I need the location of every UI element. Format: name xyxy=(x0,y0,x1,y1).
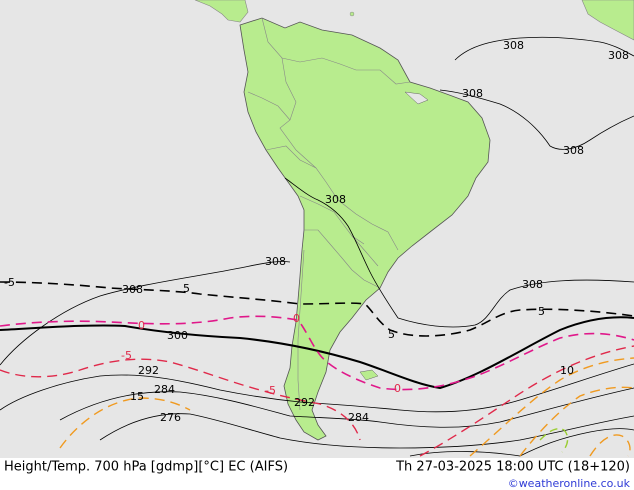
label-300: 300 xyxy=(167,329,188,342)
label-temp: 10 xyxy=(560,364,574,377)
label-292: 292 xyxy=(138,364,159,377)
central-america-land xyxy=(194,0,249,23)
label-308: 308 xyxy=(325,193,346,206)
temp-contours-minus5 xyxy=(0,345,634,457)
credit-link[interactable]: ©weatheronline.co.uk xyxy=(508,477,631,490)
label-temp: 0 xyxy=(394,382,401,395)
label-284: 284 xyxy=(154,383,175,396)
temp-contours-zero xyxy=(0,315,634,391)
south-america-land xyxy=(239,17,491,441)
label-temp: -5 xyxy=(121,349,132,362)
label-temp: 5 xyxy=(538,305,545,318)
country-borders xyxy=(247,17,411,411)
label-308: 308 xyxy=(503,39,524,52)
temp-contours-positive xyxy=(59,357,634,457)
label-temp: 0 xyxy=(138,319,145,332)
label-308: 308 xyxy=(522,278,543,291)
label-308: 308 xyxy=(462,87,483,100)
africa-land xyxy=(581,0,634,41)
label-temp: 15 xyxy=(130,390,144,403)
valid-time: Th 27-03-2025 18:00 UTC (18+120) xyxy=(395,460,630,475)
label-308: 308 xyxy=(608,49,629,62)
label-temp: -5 xyxy=(265,384,276,397)
island xyxy=(349,11,355,17)
map-description: Height/Temp. 700 hPa [gdmp][°C] EC (AIFS… xyxy=(4,460,288,475)
temp-contours-positive-green xyxy=(539,428,569,453)
contour-labels: 308 308 308 308 308 308 308 308 300 292 … xyxy=(4,39,629,424)
footer-bar xyxy=(0,458,634,490)
label-292: 292 xyxy=(294,396,315,409)
label-276: 276 xyxy=(160,411,181,424)
temp-contours-dashed-black xyxy=(0,281,634,337)
coast-detail xyxy=(404,91,429,105)
label-308: 308 xyxy=(265,255,286,268)
label-temp: 5 xyxy=(183,282,190,295)
label-308: 308 xyxy=(122,283,143,296)
height-contours xyxy=(0,36,634,457)
label-temp: 0 xyxy=(293,312,300,325)
label-temp: 5 xyxy=(388,328,395,341)
label-284: 284 xyxy=(348,411,369,424)
falkland-islands xyxy=(359,369,379,381)
label-temp: -5 xyxy=(4,276,15,289)
label-308: 308 xyxy=(563,144,584,157)
